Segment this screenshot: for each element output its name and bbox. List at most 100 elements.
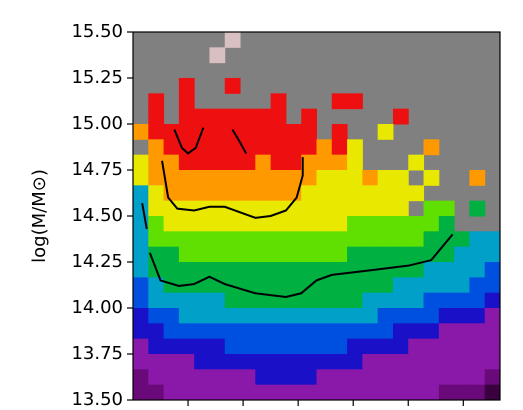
heatmap-cell <box>178 231 195 248</box>
heatmap-cell <box>377 308 394 324</box>
heatmap-cell <box>377 231 394 248</box>
heatmap-cell <box>255 262 272 278</box>
heatmap-cell <box>438 338 455 355</box>
heatmap-cell <box>163 277 180 294</box>
heatmap-cell <box>331 323 348 340</box>
heatmap-cell <box>301 231 317 248</box>
heatmap-cell <box>148 139 165 156</box>
heatmap-cell <box>224 185 241 202</box>
heatmap-cell <box>133 124 149 140</box>
heatmap-cell <box>163 216 180 232</box>
heatmap-cell <box>163 139 180 156</box>
heatmap-cell <box>178 154 195 171</box>
heatmap-cell <box>148 200 165 217</box>
heatmap-cell <box>285 246 302 263</box>
heatmap-cell <box>255 323 272 340</box>
heatmap-cell <box>362 170 379 186</box>
y-tick-label: 15.25 <box>71 67 123 88</box>
heatmap-cell <box>484 246 501 263</box>
heatmap-cell <box>285 369 302 386</box>
heatmap-cell <box>163 338 180 355</box>
heatmap-cell <box>178 246 195 263</box>
heatmap-cell <box>270 170 287 186</box>
heatmap-cell <box>178 369 195 386</box>
heatmap-cell <box>392 277 409 294</box>
heatmap-cell <box>224 78 241 94</box>
heatmap-cell <box>163 384 180 401</box>
heatmap-cell <box>362 200 379 217</box>
heatmap-cell <box>331 292 348 309</box>
heatmap-cell <box>423 354 440 370</box>
heatmap-cell <box>301 124 317 140</box>
heatmap-cell <box>270 277 287 294</box>
heatmap-cell <box>331 354 348 370</box>
heatmap-cell <box>454 338 470 355</box>
heatmap-cell <box>209 47 226 64</box>
heatmap-cell <box>194 354 210 370</box>
heatmap-cell <box>148 369 165 386</box>
heatmap-cell <box>178 338 195 355</box>
heatmap-cell <box>454 277 470 294</box>
heatmap-cell <box>240 124 256 140</box>
heatmap-cell <box>301 384 317 401</box>
heatmap-cell <box>301 323 317 340</box>
heatmap-cell <box>255 124 272 140</box>
heatmap-cell <box>224 354 241 370</box>
heatmap-cell <box>194 323 210 340</box>
heatmap-cell <box>285 338 302 355</box>
heatmap-cell <box>423 292 440 309</box>
heatmap-cell <box>347 246 363 263</box>
heatmap-cell <box>392 231 409 248</box>
heatmap-cell <box>240 369 256 386</box>
heatmap-cell <box>331 93 348 110</box>
heatmap-cell <box>331 170 348 186</box>
heatmap-cell <box>240 262 256 278</box>
heatmap-cell <box>454 369 470 386</box>
heatmap-cell <box>408 262 425 278</box>
heatmap-cell <box>331 231 348 248</box>
heatmap-cell <box>133 246 149 263</box>
heatmap-cell <box>255 246 272 263</box>
heatmap-cell <box>316 338 333 355</box>
heatmap-cell <box>392 262 409 278</box>
heatmap-cell <box>240 200 256 217</box>
heatmap-cell <box>148 170 165 186</box>
heatmap-cell <box>392 292 409 309</box>
y-tick-label: 14.25 <box>71 251 123 272</box>
heatmap-cell <box>301 139 317 156</box>
heatmap-cell <box>194 246 210 263</box>
heatmap-cell <box>270 262 287 278</box>
heatmap-cell <box>178 170 195 186</box>
heatmap-cell <box>133 369 149 386</box>
heatmap-cell <box>377 124 394 140</box>
heatmap-cell <box>270 369 287 386</box>
heatmap-cell <box>347 154 363 171</box>
heatmap-cell <box>301 170 317 186</box>
heatmap-cell <box>438 277 455 294</box>
heatmap-cell <box>347 369 363 386</box>
heatmap-cell <box>285 124 302 140</box>
heatmap-cell <box>255 216 272 232</box>
heatmap-cell <box>133 185 149 202</box>
heatmap-cell <box>392 308 409 324</box>
heatmap-cell <box>148 108 165 125</box>
heatmap-cell <box>255 185 272 202</box>
heatmap-cell <box>163 154 180 171</box>
heatmap-cell <box>392 323 409 340</box>
heatmap-cell <box>209 124 226 140</box>
heatmap-cell <box>362 231 379 248</box>
heatmap-cell <box>438 262 455 278</box>
heatmap-cell <box>408 369 425 386</box>
heatmap-cell <box>178 262 195 278</box>
heatmap-cell <box>133 354 149 370</box>
heatmap-cell <box>285 262 302 278</box>
heatmap-cell <box>484 369 501 386</box>
heatmap-cell <box>454 308 470 324</box>
heatmap-cell <box>316 384 333 401</box>
heatmap-cell <box>377 338 394 355</box>
heatmap-cell <box>285 277 302 294</box>
heatmap-cell <box>285 216 302 232</box>
heatmap-cell <box>255 292 272 309</box>
heatmap-cell <box>224 170 241 186</box>
heatmap-cell <box>209 154 226 171</box>
